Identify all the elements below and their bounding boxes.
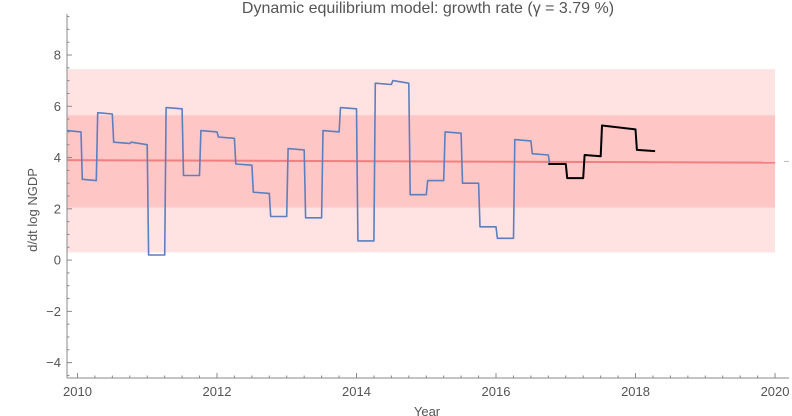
x-tick-label: 2016 [482,384,511,399]
y-tick-label: 0 [54,253,61,268]
y-tick-label: 2 [54,201,61,216]
y-tick-label: −2 [46,304,61,319]
y-tick-label: 6 [54,99,61,114]
y-tick-label: −4 [46,355,61,370]
chart-title: Dynamic equilibrium model: growth rate (… [242,0,614,17]
x-axis-label: Year [414,404,441,416]
y-tick-label: 8 [54,48,61,63]
y-axis-label: d/dt log NGDP [25,168,40,252]
y-tick-label: 4 [54,150,61,165]
forecast-series-line [548,124,656,180]
series-lines [66,79,776,256]
x-tick-label: 2010 [63,384,92,399]
model-line [66,159,776,164]
data-series-line [66,79,566,256]
axes: −4 −2 0 2 4 6 8 2010 2012 2014 2016 2018 2020 [46,14,790,399]
x-tick-label: 2020 [761,384,790,399]
x-tick-label: 2018 [621,384,650,399]
x-tick-label: 2012 [203,384,232,399]
x-tick-label: 2014 [342,384,371,399]
